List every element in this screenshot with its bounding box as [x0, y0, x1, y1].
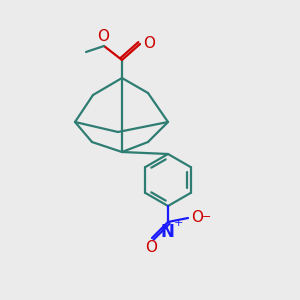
Text: O: O — [97, 29, 109, 44]
Text: N: N — [160, 223, 174, 241]
Text: O: O — [143, 35, 155, 50]
Text: O: O — [191, 209, 203, 224]
Text: O: O — [145, 240, 157, 255]
Text: −: − — [202, 212, 211, 222]
Text: +: + — [174, 218, 183, 228]
